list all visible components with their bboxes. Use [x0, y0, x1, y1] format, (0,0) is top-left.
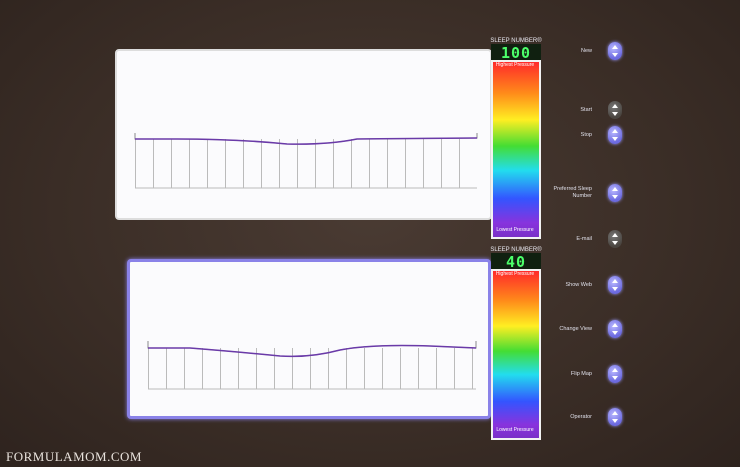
- scale-top-label: Highest Pressure: [495, 62, 535, 68]
- button[interactable]: [608, 101, 622, 119]
- scale-bottom-label: Lowest Pressure: [496, 427, 534, 433]
- button[interactable]: [608, 408, 622, 426]
- button[interactable]: [608, 365, 622, 383]
- pressure-map: [147, 341, 477, 390]
- pressure-map-panel: [127, 259, 491, 419]
- button-label[interactable]: Flip Map: [570, 371, 592, 377]
- grid: [148, 348, 476, 389]
- pressure-line: [148, 344, 477, 358]
- button[interactable]: [608, 320, 622, 338]
- button-label[interactable]: Change View: [559, 326, 592, 332]
- grid: [135, 139, 477, 188]
- sleep-number: 100: [491, 44, 541, 62]
- pressure-map: [134, 133, 478, 189]
- pressure-scale: [491, 269, 541, 440]
- button[interactable]: [608, 126, 622, 144]
- pressure-line: [135, 137, 478, 145]
- button-label[interactable]: Start: [580, 107, 592, 113]
- button-label[interactable]: E-mail: [576, 236, 592, 242]
- scale-top-label: Highest Pressure: [495, 271, 535, 277]
- watermark: FORMULAMOM.COM: [6, 449, 142, 464]
- button[interactable]: [608, 276, 622, 294]
- side-label: SLEEP NUMBER®: [490, 247, 542, 253]
- button-label[interactable]: Stop: [580, 132, 592, 138]
- sleep-number: 40: [491, 253, 541, 271]
- pressure-map-panel: [115, 49, 492, 220]
- button-label[interactable]: New: [580, 48, 592, 54]
- pressure-scale: [491, 60, 541, 239]
- side-label: SLEEP NUMBER®: [490, 38, 542, 44]
- button-label[interactable]: Operator: [570, 414, 592, 420]
- button[interactable]: [608, 230, 622, 248]
- button-label[interactable]: Preferred Sleep Number: [553, 186, 592, 199]
- button[interactable]: [608, 184, 622, 202]
- button[interactable]: [608, 42, 622, 60]
- scale-bottom-label: Lowest Pressure: [496, 227, 534, 233]
- button-label[interactable]: Show Web: [565, 282, 593, 288]
